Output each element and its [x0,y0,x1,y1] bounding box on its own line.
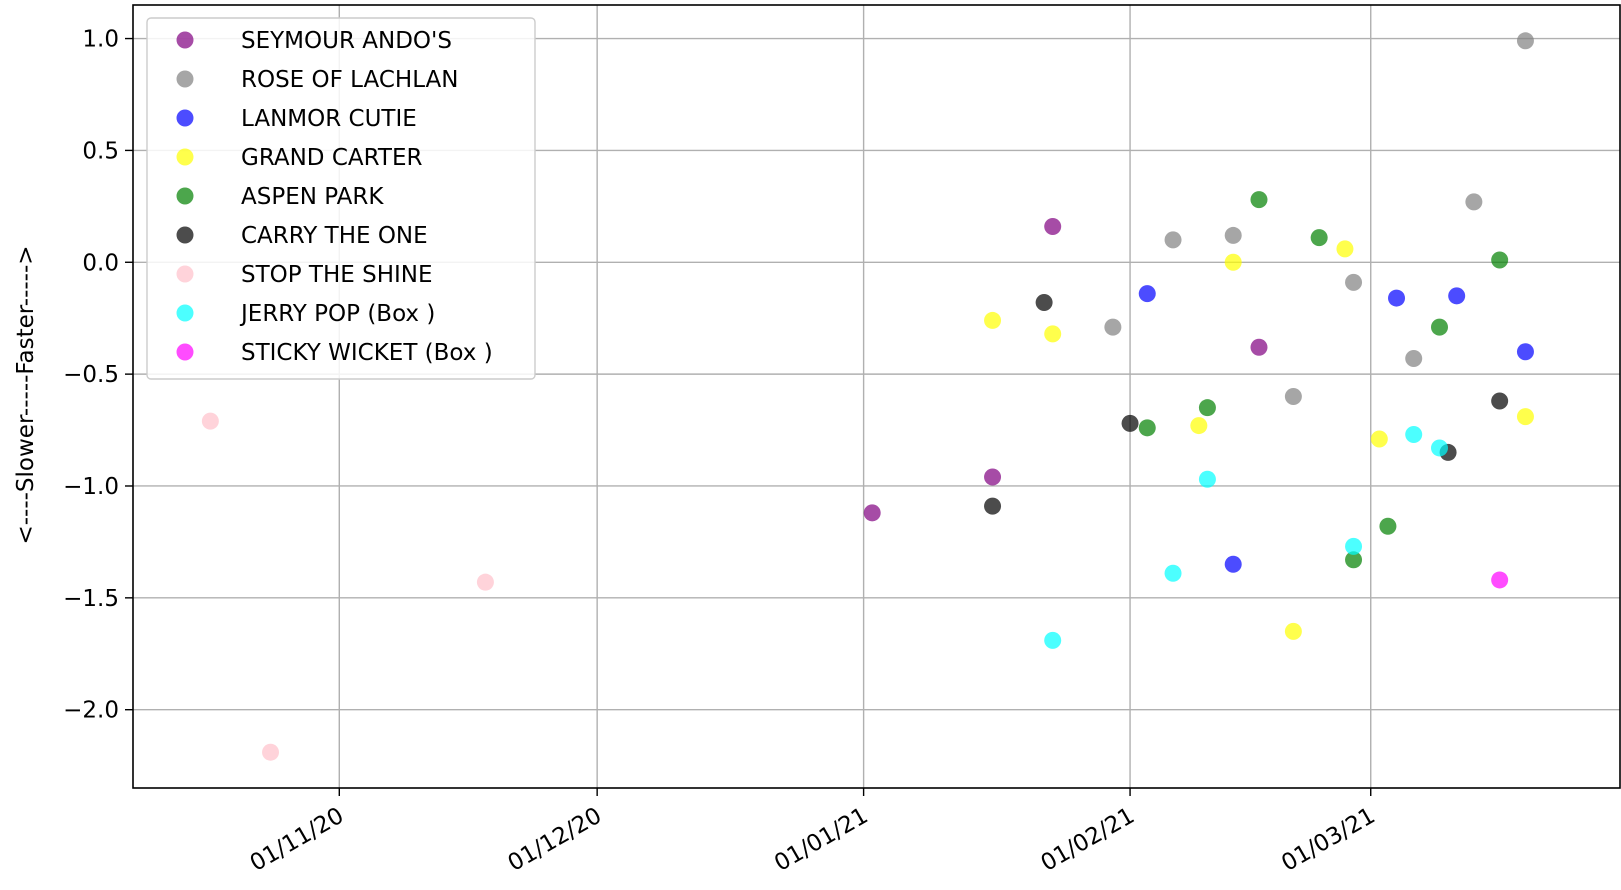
legend-label: JERRY POP (Box ) [239,301,435,327]
data-point [1370,430,1388,448]
data-point [1044,217,1062,235]
data-point [1164,231,1182,249]
data-point [1224,253,1242,271]
y-tick-label: 1.0 [82,27,119,53]
legend-marker [176,265,194,283]
legend-marker [176,304,194,322]
data-point [1405,426,1423,444]
data-point [1250,191,1268,209]
data-point [1430,439,1448,457]
data-point [1190,417,1208,435]
data-point [1345,551,1363,569]
data-point [1345,273,1363,291]
legend-marker [176,226,194,244]
legend-label: ASPEN PARK [241,184,384,210]
y-tick-label: 0.5 [82,138,119,164]
legend-marker [176,70,194,88]
x-axis: 01/11/20 01/12/20 01/01/21 01/02/21 01/03/21 [246,788,1380,877]
data-point [1224,226,1242,244]
x-tick-label: 01/03/21 [1277,803,1379,877]
data-point [1044,325,1062,343]
y-tick-label: −1.0 [63,474,119,500]
legend-marker [176,343,194,361]
data-point [984,497,1002,515]
data-points [201,32,1534,761]
data-point [984,468,1002,486]
data-point [1448,287,1466,305]
data-point [1430,318,1448,336]
legend: SEYMOUR ANDO'S ROSE OF LACHLAN LANMOR CUTI… [146,17,536,380]
legend-label: GRAND CARTER [241,145,423,171]
data-point [262,743,280,761]
data-point [1035,294,1053,312]
data-point [1516,343,1534,361]
legend-box [146,17,536,380]
data-point [1284,622,1302,640]
x-tick-label: 01/11/20 [246,803,348,877]
data-point [1250,338,1268,356]
y-axis: 1.0 0.5 0.0 −0.5 −1.0 −1.5 −2.0 [63,27,133,724]
data-point [1379,517,1397,535]
data-point [1164,564,1182,582]
legend-label: LANMOR CUTIE [241,106,417,132]
data-point [984,311,1002,329]
data-point [863,504,881,522]
data-point [1345,537,1363,555]
y-tick-label: −0.5 [63,362,119,388]
legend-marker [176,187,194,205]
legend-label: ROSE OF LACHLAN [241,67,458,93]
data-point [1491,251,1509,269]
data-point [1138,285,1156,303]
legend-marker [176,31,194,49]
data-point [1138,419,1156,437]
data-point [1516,32,1534,50]
data-point [1388,289,1406,307]
legend-label: SEYMOUR ANDO'S [241,28,452,54]
legend-marker [176,109,194,127]
data-point [201,412,219,430]
y-tick-label: −1.5 [63,586,119,612]
data-point [1284,388,1302,405]
data-point [1491,392,1509,410]
data-point [1198,399,1216,417]
legend-marker [176,148,194,166]
x-tick-label: 01/12/20 [504,803,606,877]
data-point [1310,229,1328,247]
x-tick-label: 01/01/21 [770,803,872,877]
data-point [1121,414,1139,432]
data-point [1405,349,1423,367]
data-point [1491,571,1509,589]
data-point [1104,318,1122,336]
data-point [1516,408,1534,426]
data-point [1198,470,1216,488]
legend-label: CARRY THE ONE [241,223,428,249]
data-point [1044,631,1062,649]
data-point [1465,193,1483,211]
data-point [1336,240,1354,258]
y-axis-label: <----Slower-----Faster-----> [13,245,39,544]
x-tick-label: 01/02/21 [1037,803,1139,877]
legend-label: STOP THE SHINE [241,262,433,288]
legend-label: STICKY WICKET (Box ) [241,340,493,366]
data-point [476,573,494,591]
y-tick-label: −2.0 [63,698,119,724]
data-point [1224,555,1242,573]
y-tick-label: 0.0 [82,250,119,276]
plot-frame [132,4,1621,789]
